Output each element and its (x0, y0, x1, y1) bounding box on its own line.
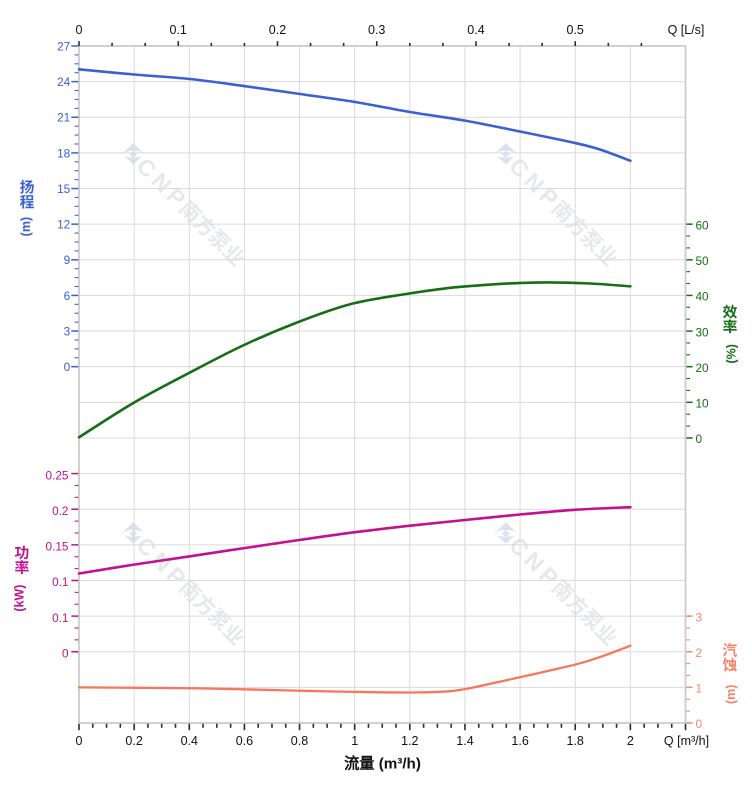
svg-text:0.3: 0.3 (368, 23, 385, 37)
svg-text:2: 2 (696, 646, 703, 660)
svg-text:0.2: 0.2 (269, 23, 286, 37)
svg-text:(kW): (kW) (12, 585, 26, 612)
svg-text:6: 6 (64, 289, 71, 303)
svg-text:Q [L/s]: Q [L/s] (668, 23, 705, 37)
svg-text:24: 24 (57, 75, 71, 89)
svg-text:30: 30 (696, 325, 710, 339)
svg-text:0.8: 0.8 (291, 734, 308, 748)
svg-text:1.8: 1.8 (567, 734, 584, 748)
svg-text:1.4: 1.4 (456, 734, 473, 748)
svg-text:0: 0 (696, 717, 703, 731)
svg-text:(%): (%) (725, 344, 739, 363)
svg-text:0.4: 0.4 (181, 734, 198, 748)
svg-text:0.1: 0.1 (170, 23, 187, 37)
svg-text:1: 1 (696, 682, 703, 696)
svg-text:3: 3 (696, 610, 703, 624)
svg-text:3: 3 (64, 325, 71, 339)
svg-text:12: 12 (57, 218, 70, 232)
svg-text:0: 0 (62, 646, 69, 660)
svg-text:(m): (m) (724, 685, 738, 704)
svg-text:2: 2 (627, 734, 634, 748)
svg-text:50: 50 (696, 254, 710, 268)
svg-text:10: 10 (696, 397, 710, 411)
svg-text:0: 0 (64, 360, 71, 374)
svg-text:0.2: 0.2 (125, 734, 142, 748)
svg-text:0: 0 (76, 23, 83, 37)
svg-text:9: 9 (64, 253, 71, 267)
svg-text:18: 18 (57, 146, 71, 160)
svg-text:1.2: 1.2 (401, 734, 418, 748)
svg-text:0.4: 0.4 (467, 23, 484, 37)
svg-text:20: 20 (696, 361, 710, 375)
svg-text:0.6: 0.6 (236, 734, 253, 748)
svg-text:60: 60 (696, 218, 710, 232)
svg-text:0: 0 (696, 432, 703, 446)
svg-text:40: 40 (696, 290, 710, 304)
svg-text:Q [m³/h]: Q [m³/h] (664, 734, 709, 748)
svg-text:流量 (m³/h): 流量 (m³/h) (344, 755, 421, 773)
svg-text:0.25: 0.25 (46, 468, 69, 482)
svg-text:15: 15 (57, 182, 71, 196)
svg-text:21: 21 (57, 111, 70, 125)
svg-text:(m): (m) (19, 217, 33, 236)
svg-text:0.5: 0.5 (567, 23, 584, 37)
svg-text:0.1: 0.1 (52, 611, 68, 625)
svg-text:0: 0 (76, 734, 83, 748)
svg-text:0.2: 0.2 (52, 504, 68, 518)
svg-text:0.15: 0.15 (46, 540, 69, 554)
svg-text:1.6: 1.6 (511, 734, 528, 748)
svg-text:0.1: 0.1 (52, 575, 68, 589)
svg-text:27: 27 (57, 39, 70, 53)
svg-text:1: 1 (351, 734, 358, 748)
